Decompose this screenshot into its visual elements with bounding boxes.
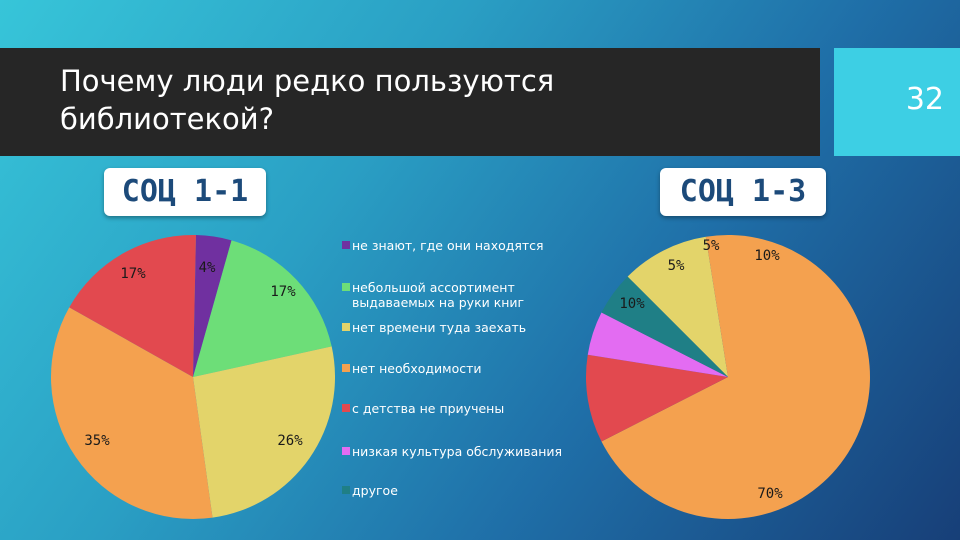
pie2-data-label-2: 70% xyxy=(757,486,783,502)
legend-label-1: не знают, где они находятся xyxy=(352,238,544,253)
legend-label-4: нет необходимости xyxy=(352,361,482,376)
pie1-data-label-5: 17% xyxy=(120,266,146,282)
pie1-slice-1 xyxy=(193,235,232,377)
pie2-data-label-3: 10% xyxy=(619,296,645,312)
legend-item-4: нет необходимости xyxy=(342,361,572,376)
pie2-slice-4 xyxy=(587,312,728,377)
pie1-data-label-3: 26% xyxy=(277,433,303,449)
pie2-slice-1 xyxy=(627,236,728,377)
legend-label-3: нет времени туда заехать xyxy=(352,320,527,335)
legend-label-6: низкая культура обслуживания xyxy=(352,444,563,459)
legend-swatch-3 xyxy=(342,323,350,331)
pie2-slice-2 xyxy=(601,235,870,519)
slide-title: Почему люди редко пользуются библиотекой… xyxy=(60,64,555,136)
title-bar xyxy=(0,48,820,156)
pie2-slice-5 xyxy=(601,276,728,377)
pie1-data-label-4: 35% xyxy=(84,433,110,449)
legend-swatch-5 xyxy=(342,404,350,412)
pie1-data-label-1: 4% xyxy=(199,260,216,276)
legend-swatch-6 xyxy=(342,447,350,455)
legend-label-7: другое xyxy=(352,483,398,498)
legend-swatch-7 xyxy=(342,486,350,494)
legend-swatch-1 xyxy=(342,241,350,249)
legend-item-5: с детства не приучены xyxy=(342,401,572,416)
pie1-slice-3 xyxy=(193,346,335,518)
pie2-data-label-5: 5% xyxy=(703,238,720,254)
chart-1-title: СОЦ 1-1 xyxy=(104,168,266,216)
legend-item-6: низкая культура обслуживания xyxy=(342,444,572,459)
legend-item-1: не знают, где они находятся xyxy=(342,238,572,253)
legend-label-5: с детства не приучены xyxy=(352,401,505,416)
legend-swatch-2 xyxy=(342,283,350,291)
pie1-data-label-2: 17% xyxy=(270,284,296,300)
legend-swatch-4 xyxy=(342,364,350,372)
pie2-data-label-1: 10% xyxy=(754,248,780,264)
legend-item-3: нет времени туда заехать xyxy=(342,320,572,335)
legend-item-7: другое xyxy=(342,483,572,498)
pie1-slice-4 xyxy=(50,307,213,519)
pie2-slice-3 xyxy=(586,354,728,442)
slide-number: 32 xyxy=(905,82,944,117)
chart-2-title: СОЦ 1-3 xyxy=(660,168,826,216)
pie1-slice-5 xyxy=(69,234,196,377)
pie1-slice-2 xyxy=(193,240,332,377)
legend-item-2: небольшой ассортимент выдаваемых на руки… xyxy=(342,280,572,310)
legend-label-2: небольшой ассортимент выдаваемых на руки… xyxy=(352,280,525,310)
pie2-data-label-4: 5% xyxy=(668,258,685,274)
slide-number-box xyxy=(834,48,960,156)
